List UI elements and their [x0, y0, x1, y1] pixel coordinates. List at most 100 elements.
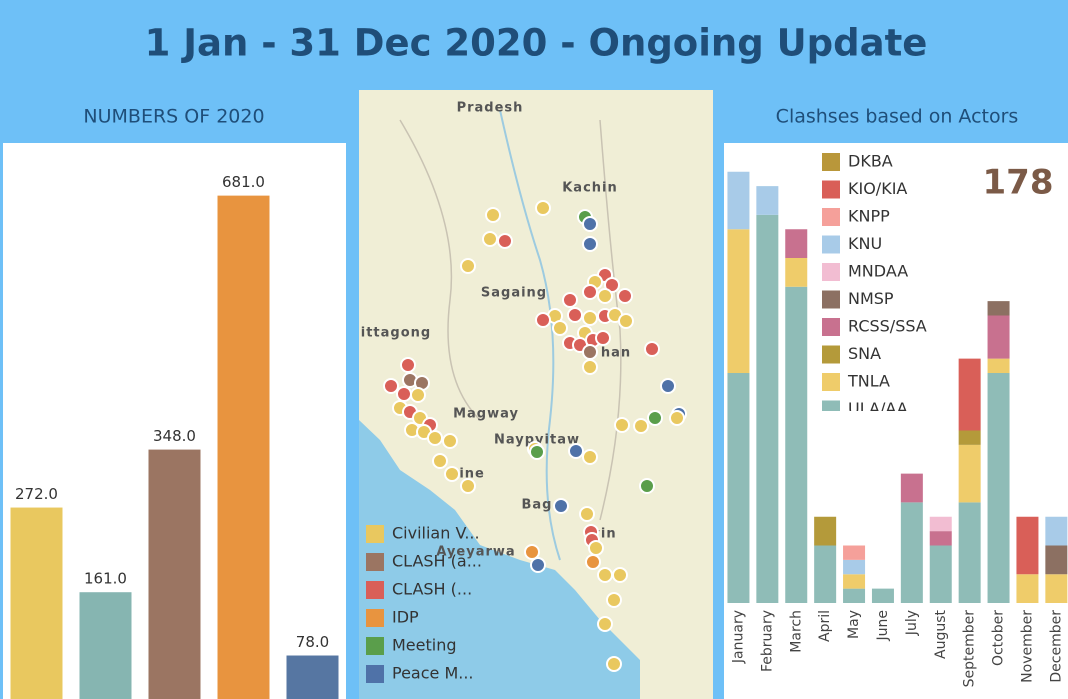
map-point	[553, 498, 569, 514]
bar-segment	[958, 502, 981, 603]
place-label: ittagong	[361, 326, 431, 341]
legend-swatch	[366, 665, 384, 683]
x-tick-label: June	[875, 610, 891, 642]
legend-swatch	[366, 609, 384, 627]
bar-segment	[756, 186, 779, 215]
map-point	[617, 288, 633, 304]
place-label: Kachin	[562, 181, 618, 196]
map-point	[579, 506, 595, 522]
legend-label: DKBA	[848, 152, 893, 171]
place-label: Naypyitaw	[494, 433, 580, 448]
place-label: Sagaing	[481, 286, 547, 301]
legend-swatch	[822, 180, 840, 199]
map-point	[567, 307, 583, 323]
bar	[10, 507, 63, 699]
map-point	[582, 284, 598, 300]
panel	[724, 143, 1068, 699]
map-point	[530, 557, 546, 573]
place-label: Ayeyarwa	[436, 545, 515, 560]
bar	[148, 449, 201, 699]
bar-segment	[843, 588, 866, 603]
bar-segment	[871, 588, 894, 603]
x-tick-label: December	[1048, 610, 1064, 683]
legend-label: Meeting	[392, 636, 457, 655]
dashboard-title: 1 Jan - 31 Dec 2020 - Ongoing Update	[145, 22, 928, 65]
legend-swatch	[822, 373, 840, 391]
map-point	[410, 387, 426, 403]
bar-segment	[929, 516, 952, 532]
map-point	[552, 320, 568, 336]
map-point	[460, 478, 476, 494]
map-point	[427, 430, 443, 446]
legend-label: KIO/KIA	[848, 179, 907, 198]
bar-segment	[727, 373, 750, 603]
map-point	[582, 236, 598, 252]
legend-label: SNA	[848, 344, 881, 363]
border	[399, 119, 481, 421]
bar	[286, 655, 339, 699]
bar-segment	[814, 516, 837, 546]
value-label: 78.0	[296, 633, 329, 651]
bar-segment	[987, 301, 1010, 316]
map-point	[582, 449, 598, 465]
legend-swatch	[366, 525, 384, 543]
map-point	[597, 616, 613, 632]
map-point	[582, 216, 598, 232]
bar-segment	[814, 545, 837, 603]
bar	[217, 195, 270, 699]
map-point	[647, 410, 663, 426]
map-point	[644, 341, 660, 357]
legend-label: TNLA	[847, 372, 890, 391]
bar-segment	[958, 444, 981, 503]
bar-segment	[785, 258, 808, 287]
map-point	[606, 592, 622, 608]
legend-swatch	[822, 153, 840, 171]
legend-label: Civilian V...	[392, 524, 480, 543]
legend-label: IDP	[392, 608, 419, 627]
value-label: 348.0	[153, 427, 196, 445]
map-point	[562, 292, 578, 308]
place-label: Bag	[522, 498, 553, 513]
bar-segment	[987, 373, 1010, 603]
bar	[79, 592, 132, 699]
legend-label: Peace M...	[392, 664, 474, 683]
legend-label: CLASH (a...	[392, 552, 482, 571]
map-point	[582, 344, 598, 360]
map-point	[639, 478, 655, 494]
map-point	[396, 386, 412, 402]
map-point	[497, 233, 513, 249]
panel-title: Clashses based on Actors	[776, 106, 1019, 128]
map-point	[524, 544, 540, 560]
legend-swatch	[822, 235, 840, 254]
kpi: 178	[983, 163, 1054, 203]
legend-swatch	[366, 637, 384, 655]
x-tick-label: May	[846, 610, 862, 639]
map-sea	[359, 420, 640, 699]
legend: DKBA KIO/KIA KNPP KNU MNDAA NMSP RCSS/SSA SNA TN…	[822, 152, 927, 411]
border	[599, 119, 622, 521]
bar-segment	[958, 358, 981, 431]
bar-segment	[900, 502, 923, 603]
x-tick-label: January	[730, 610, 746, 664]
map-point	[582, 310, 598, 326]
bar-segment	[929, 531, 952, 546]
bar-segment	[727, 171, 750, 230]
value-label: 272.0	[15, 485, 58, 503]
map-point	[535, 200, 551, 216]
legend-label: RCSS/SSA	[848, 317, 927, 336]
bar-segment	[785, 229, 808, 258]
map-point	[633, 418, 649, 434]
map-point	[482, 231, 498, 247]
panel-title: NUMBERS OF 2020	[83, 106, 264, 128]
x-tick-label: November	[1019, 610, 1035, 683]
map-point	[604, 277, 620, 293]
x-tick-label: July	[904, 610, 920, 636]
map-point	[582, 359, 598, 375]
bar-segment	[1045, 574, 1068, 603]
place-label: han	[601, 346, 631, 361]
x-tick-label: September	[962, 610, 978, 688]
map-point	[660, 378, 676, 394]
bar-segment	[727, 229, 750, 373]
